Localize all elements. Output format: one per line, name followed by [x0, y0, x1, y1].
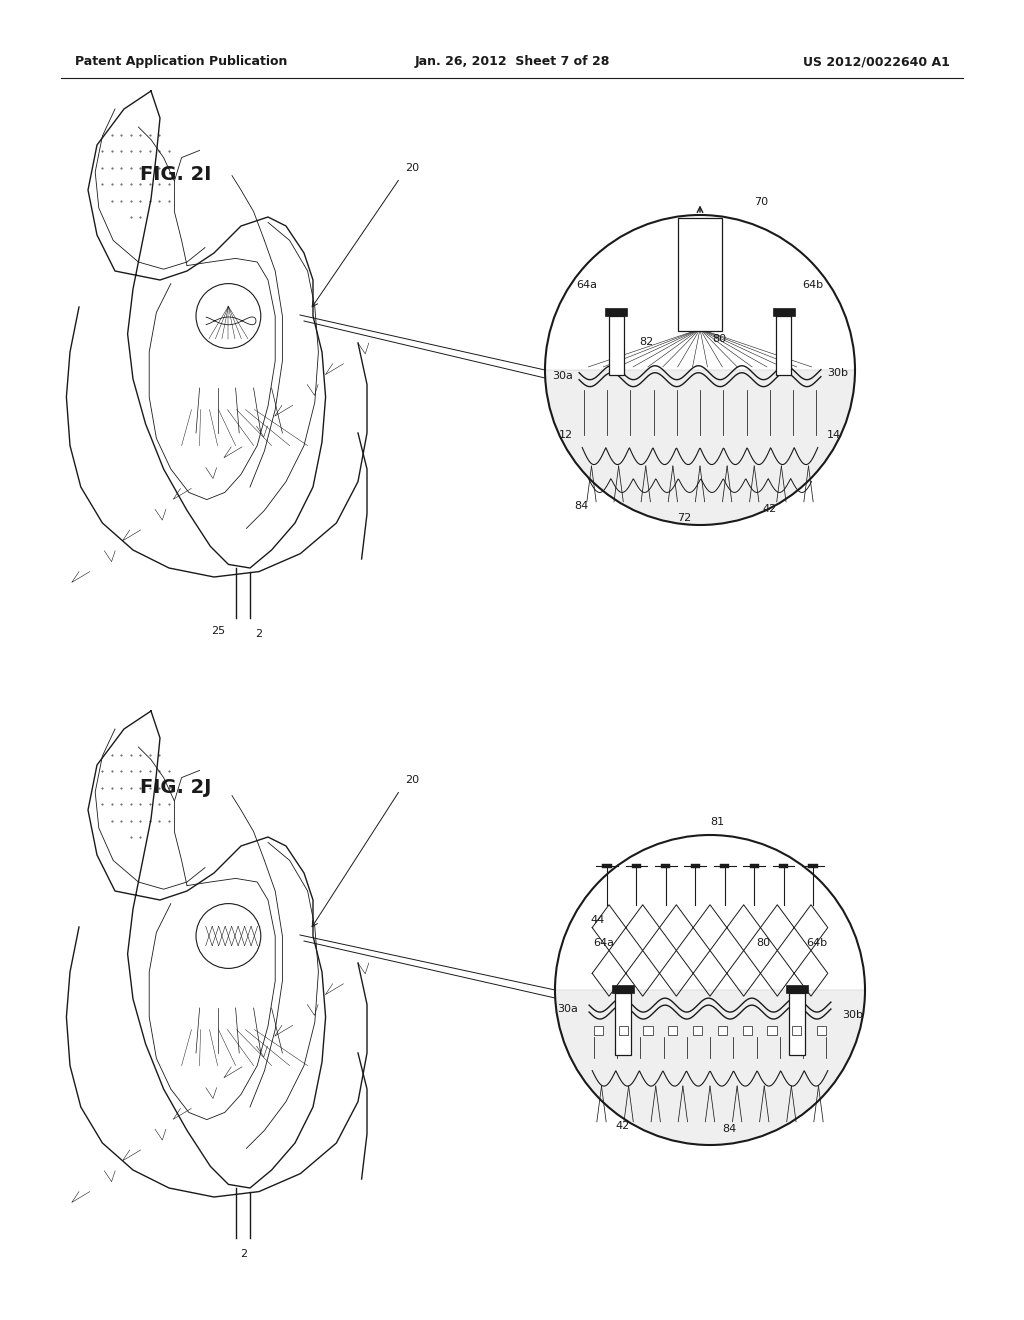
Bar — [615, 993, 631, 1055]
Bar — [790, 993, 805, 1055]
Text: 84: 84 — [722, 1125, 736, 1134]
Bar — [767, 1026, 776, 1035]
Bar — [808, 863, 818, 869]
Text: 25: 25 — [211, 626, 225, 636]
Text: 64b: 64b — [806, 939, 827, 949]
Text: 20: 20 — [406, 162, 419, 173]
Bar — [776, 315, 792, 375]
Text: 30a: 30a — [557, 1003, 579, 1014]
Text: US 2012/0022640 A1: US 2012/0022640 A1 — [803, 55, 950, 69]
Text: 30a: 30a — [552, 371, 572, 381]
Bar — [720, 863, 729, 869]
Text: 44: 44 — [591, 915, 604, 925]
Bar — [786, 985, 808, 993]
Text: FIG. 2J: FIG. 2J — [140, 777, 211, 797]
Polygon shape — [555, 990, 865, 1144]
Text: 2: 2 — [255, 630, 262, 639]
Bar — [594, 1026, 603, 1035]
Text: 2: 2 — [240, 1249, 247, 1259]
Text: 82: 82 — [639, 337, 653, 347]
Text: 81: 81 — [711, 817, 725, 828]
Text: 80: 80 — [713, 334, 726, 345]
Polygon shape — [545, 370, 855, 525]
Bar — [662, 863, 671, 869]
Text: Jan. 26, 2012  Sheet 7 of 28: Jan. 26, 2012 Sheet 7 of 28 — [415, 55, 609, 69]
Text: 64a: 64a — [593, 939, 614, 949]
Bar — [605, 308, 627, 315]
Bar — [750, 863, 759, 869]
Text: 72: 72 — [677, 512, 691, 523]
Bar — [632, 863, 641, 869]
Bar — [690, 863, 700, 869]
Text: 64b: 64b — [802, 280, 823, 290]
Text: FIG. 2I: FIG. 2I — [140, 165, 211, 183]
Bar — [693, 1026, 702, 1035]
Text: Patent Application Publication: Patent Application Publication — [75, 55, 288, 69]
Bar — [779, 863, 788, 869]
Bar — [612, 985, 634, 993]
Text: 70: 70 — [755, 197, 768, 207]
Bar — [643, 1026, 652, 1035]
Bar — [817, 1026, 826, 1035]
Text: 42: 42 — [762, 504, 776, 515]
Bar — [718, 1026, 727, 1035]
Text: 20: 20 — [406, 775, 419, 785]
Bar — [678, 218, 722, 331]
Text: 14: 14 — [827, 430, 842, 440]
Text: 84: 84 — [574, 502, 589, 511]
Text: 80: 80 — [757, 939, 771, 949]
Text: 64a: 64a — [577, 280, 598, 290]
Text: 30b: 30b — [842, 1010, 863, 1020]
Bar — [608, 315, 624, 375]
Bar — [668, 1026, 678, 1035]
Text: 30b: 30b — [827, 368, 848, 378]
Bar — [793, 1026, 802, 1035]
Bar — [618, 1026, 628, 1035]
Text: 42: 42 — [615, 1122, 630, 1131]
Bar — [742, 1026, 752, 1035]
Text: 12: 12 — [559, 430, 572, 440]
Bar — [602, 863, 611, 869]
Bar — [773, 308, 795, 315]
